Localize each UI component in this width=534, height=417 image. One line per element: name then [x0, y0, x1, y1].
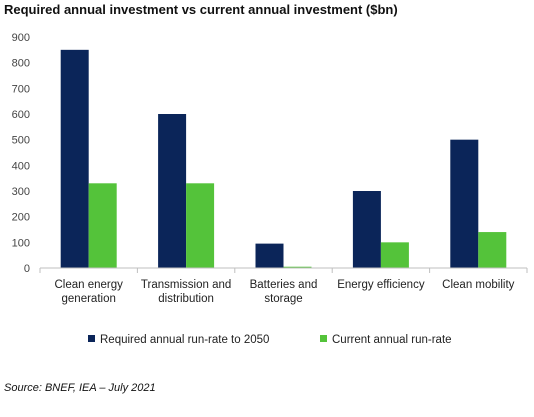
y-tick-label: 900	[12, 32, 30, 44]
category-label: generation	[62, 293, 116, 305]
y-tick-label: 600	[12, 109, 30, 121]
category-label: Clean energy	[54, 279, 123, 291]
y-axis-tick-labels: 0 100 200 300 400 500 600 700 800 900	[12, 32, 30, 275]
legend-swatch-1	[88, 335, 95, 342]
bar-series-2-cat-3	[283, 266, 312, 268]
y-tick-label: 0	[24, 263, 30, 275]
bar-series-1-cat-3	[255, 243, 284, 268]
bar-series-1-cat-5	[450, 139, 479, 268]
chart-title: Required annual investment vs current an…	[4, 2, 398, 17]
y-tick-label: 500	[12, 135, 30, 147]
category-label: Transmission and	[141, 279, 231, 291]
y-tick-label: 300	[12, 186, 30, 198]
bar-series-2-cat-5	[478, 232, 507, 268]
bar-series-1-cat-4	[352, 191, 381, 268]
bar-series-1-cat-1	[60, 49, 89, 269]
category-label: Clean mobility	[442, 279, 514, 291]
y-tick-label: 200	[12, 212, 30, 224]
bars-group	[60, 49, 507, 269]
category-label: Batteries and	[250, 279, 318, 291]
bar-series-2-cat-4	[380, 242, 409, 268]
bar-series-2-cat-2	[186, 183, 215, 268]
category-label: distribution	[158, 293, 214, 305]
source-note: Source: BNEF, IEA – July 2021	[4, 382, 156, 394]
category-label: Energy efficiency	[337, 279, 425, 291]
x-axis-ticks	[39, 268, 528, 273]
bar-series-1-cat-2	[158, 114, 187, 268]
legend: Required annual run-rate to 2050 Current …	[88, 334, 452, 346]
category-label: storage	[264, 293, 302, 305]
bar-series-2-cat-1	[88, 183, 117, 268]
legend-label-1: Required annual run-rate to 2050	[100, 334, 269, 346]
y-tick-label: 800	[12, 58, 30, 70]
y-tick-label: 100	[12, 237, 30, 249]
legend-label-2: Current annual run-rate	[332, 334, 452, 346]
category-labels: Clean energy generation Transmission and di…	[54, 279, 514, 305]
legend-swatch-2	[320, 335, 327, 342]
y-tick-label: 700	[12, 83, 30, 95]
y-tick-label: 400	[12, 160, 30, 172]
